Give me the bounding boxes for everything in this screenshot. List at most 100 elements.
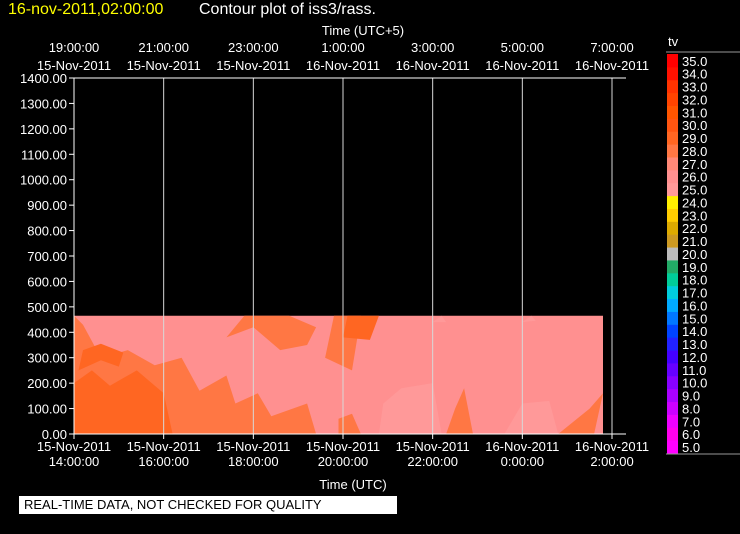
quality-warning-banner: REAL-TIME DATA, NOT CHECKED FOR QUALITY xyxy=(19,496,397,514)
colorbar-level-label: 22.0 xyxy=(682,221,707,236)
top-tick-time-label: 1:00:00 xyxy=(321,40,364,55)
x-tick-date-label: 15-Nov-2011 xyxy=(306,439,380,454)
colorbar-swatch xyxy=(667,156,678,171)
y-tick-label: 400.00 xyxy=(27,325,67,340)
colorbar-level-label: 9.0 xyxy=(682,389,700,404)
colorbar-swatch xyxy=(667,337,678,351)
contour-region-13 xyxy=(504,400,559,434)
y-tick-label: 800.00 xyxy=(27,224,67,239)
y-tick-label: 1400.00 xyxy=(20,71,67,86)
colorbar-swatch xyxy=(667,388,678,403)
y-tick-label: 1100.00 xyxy=(21,147,67,162)
x-tick-date-label: 15-Nov-2011 xyxy=(127,439,201,454)
x-tick-time-label: 18:00:00 xyxy=(228,454,279,469)
colorbar-level-label: 12.0 xyxy=(682,350,707,365)
colorbar-level-label: 23.0 xyxy=(682,208,707,223)
top-axis-title: Time (UTC+5) xyxy=(322,23,404,38)
colorbar-swatch xyxy=(667,362,678,377)
y-tick-label: 200.00 xyxy=(27,376,67,391)
colorbar-level-label: 16.0 xyxy=(682,298,707,313)
colorbar-title: tv xyxy=(668,34,679,49)
colorbar-swatch xyxy=(667,414,678,428)
contour-region-7 xyxy=(446,388,473,434)
colorbar-level-label: 20.0 xyxy=(682,247,707,262)
colorbar-swatch xyxy=(667,324,678,338)
x-tick-date-label: 16-Nov-2011 xyxy=(575,439,649,454)
contour-region-2 xyxy=(226,315,317,351)
colorbar-level-label: 32.0 xyxy=(682,92,707,107)
colorbar-level-label: 30.0 xyxy=(682,118,707,133)
x-tick-date-label: 15-Nov-2011 xyxy=(37,439,111,454)
colorbar-level-label: 31.0 xyxy=(682,105,707,120)
top-tick-time-label: 23:00:00 xyxy=(228,40,279,55)
colorbar-level-label: 6.0 xyxy=(682,427,700,442)
colorbar-level-label: 13.0 xyxy=(682,337,707,352)
colorbar-swatch xyxy=(667,131,678,145)
top-tick-date-label: 16-Nov-2011 xyxy=(575,58,649,73)
top-tick-date-label: 16-Nov-2011 xyxy=(306,58,380,73)
contour-region-8 xyxy=(558,393,603,434)
colorbar-swatch xyxy=(667,169,678,184)
x-axis-title: Time (UTC) xyxy=(319,477,386,492)
colorbar-level-label: 35.0 xyxy=(682,54,707,69)
top-tick-date-label: 16-Nov-2011 xyxy=(396,58,470,73)
colorbar-swatch xyxy=(667,285,678,300)
top-tick-time-label: 7:00:00 xyxy=(590,40,633,55)
colorbar-level-label: 8.0 xyxy=(682,401,700,416)
y-tick-label: 500.00 xyxy=(27,300,67,315)
colorbar-level-label: 11.0 xyxy=(682,363,706,378)
colorbar-level-label: 24.0 xyxy=(682,195,707,210)
x-tick-time-label: 0:00:00 xyxy=(501,454,544,469)
colorbar-swatch xyxy=(667,92,678,106)
colorbar-swatch xyxy=(667,195,678,209)
contour-region-15 xyxy=(522,315,536,323)
colorbar-swatch xyxy=(667,144,678,158)
x-tick-date-label: 16-Nov-2011 xyxy=(485,439,559,454)
contour-region-9 xyxy=(343,315,379,340)
colorbar-level-label: 25.0 xyxy=(682,183,707,198)
colorbar-swatch xyxy=(667,401,678,415)
colorbar-swatch xyxy=(667,375,678,390)
colorbar-level-label: 19.0 xyxy=(682,260,707,275)
contour-region-14 xyxy=(432,315,447,323)
y-tick-label: 900.00 xyxy=(27,198,67,213)
y-tick-label: 300.00 xyxy=(27,351,67,366)
x-tick-date-label: 15-Nov-2011 xyxy=(216,439,290,454)
y-tick-label: 1300.00 xyxy=(20,96,67,111)
y-tick-label: 100.00 xyxy=(27,402,67,417)
colorbar-swatch xyxy=(667,66,678,81)
contour-region-4 xyxy=(338,413,361,434)
colorbar-level-label: 34.0 xyxy=(682,67,707,82)
colorbar-level-label: 17.0 xyxy=(682,286,707,301)
contour-region-5 xyxy=(74,370,173,434)
y-tick-label: 1000.00 xyxy=(20,173,67,188)
top-tick-date-label: 15-Nov-2011 xyxy=(216,58,290,73)
x-tick-time-label: 20:00:00 xyxy=(318,454,369,469)
top-tick-time-label: 3:00:00 xyxy=(411,40,454,55)
top-tick-time-label: 19:00:00 xyxy=(49,40,100,55)
colorbar-swatch xyxy=(667,79,678,94)
y-tick-label: 1200.00 xyxy=(20,122,67,137)
colorbar-swatch xyxy=(667,311,678,325)
colorbar-level-label: 18.0 xyxy=(682,273,707,288)
contour-region-12 xyxy=(378,383,442,434)
colorbar-swatch xyxy=(667,259,678,274)
colorbar-swatch xyxy=(667,427,678,441)
colorbar-level-label: 10.0 xyxy=(682,376,707,391)
colorbar-level-label: 33.0 xyxy=(682,80,707,95)
top-tick-date-label: 16-Nov-2011 xyxy=(485,58,559,73)
colorbar-swatch xyxy=(667,221,678,235)
y-tick-label: 600.00 xyxy=(27,274,67,289)
colorbar-swatch xyxy=(667,298,678,312)
top-tick-time-label: 21:00:00 xyxy=(138,40,189,55)
chart-title: Contour plot of iss3/rass. xyxy=(199,1,376,18)
contour-region-6 xyxy=(78,343,124,371)
header-timestamp: 16-nov-2011,02:00:00 xyxy=(8,1,164,18)
colorbar-level-label: 7.0 xyxy=(682,414,700,429)
colorbar-level-label: 26.0 xyxy=(682,170,707,185)
colorbar-swatch xyxy=(667,272,678,287)
x-tick-date-label: 15-Nov-2011 xyxy=(396,439,470,454)
colorbar-level-label: 29.0 xyxy=(682,131,707,146)
colorbar-swatch xyxy=(667,350,678,364)
